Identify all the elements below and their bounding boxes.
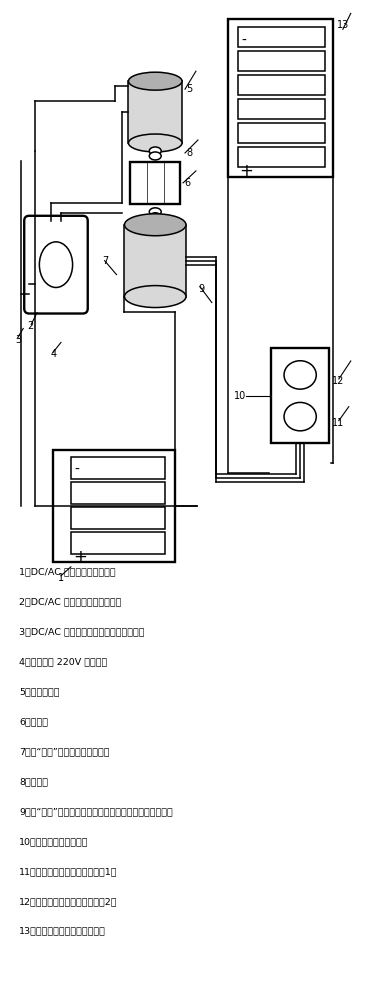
Text: -: - — [242, 34, 246, 48]
Ellipse shape — [149, 213, 161, 221]
Bar — [237, 51, 325, 71]
Text: 6: 6 — [184, 178, 190, 188]
Bar — [71, 482, 165, 504]
Ellipse shape — [128, 134, 182, 152]
Bar — [237, 123, 325, 143]
Text: 8: 8 — [186, 148, 192, 158]
Text: 11: 11 — [332, 418, 344, 428]
Ellipse shape — [284, 402, 316, 431]
Bar — [237, 27, 325, 47]
Ellipse shape — [128, 72, 182, 90]
Bar — [71, 532, 165, 554]
Text: 1、DC/AC 转换器专用蓄电池组: 1、DC/AC 转换器专用蓄电池组 — [19, 568, 116, 577]
Text: 2: 2 — [27, 321, 33, 331]
Ellipse shape — [125, 214, 186, 236]
Bar — [53, 450, 175, 562]
Text: 9、无“风叶”永磁动力风力发电机输出三相机械交流电源线: 9、无“风叶”永磁动力风力发电机输出三相机械交流电源线 — [19, 807, 173, 816]
Bar — [131, 162, 180, 204]
Text: 7: 7 — [102, 256, 109, 266]
Bar — [272, 348, 329, 443]
Text: 2、DC/AC 大功率绍正弦波逆变器: 2、DC/AC 大功率绍正弦波逆变器 — [19, 598, 122, 607]
Text: 13: 13 — [337, 20, 349, 30]
Text: 6、变速筱: 6、变速筱 — [19, 717, 48, 726]
Text: 3: 3 — [15, 335, 21, 345]
Text: 4、二次市电 220V 交流电源: 4、二次市电 220V 交流电源 — [19, 658, 107, 667]
Ellipse shape — [39, 242, 73, 287]
Text: 4: 4 — [51, 349, 57, 359]
Bar — [237, 147, 325, 167]
Text: 13、大容量串联型铅酸蓄电池组: 13、大容量串联型铅酸蓄电池组 — [19, 927, 106, 936]
Ellipse shape — [149, 147, 161, 155]
Text: 5: 5 — [186, 84, 192, 94]
Bar — [71, 507, 165, 529]
FancyBboxPatch shape — [24, 216, 88, 314]
Ellipse shape — [149, 208, 161, 216]
Text: 8、联轴器: 8、联轴器 — [19, 777, 48, 786]
Text: 5、交流电动机: 5、交流电动机 — [19, 687, 60, 696]
Text: -: - — [75, 463, 80, 477]
Text: 9: 9 — [198, 284, 204, 294]
Text: 10: 10 — [234, 391, 246, 401]
Text: 3、DC/AC 大功率绍正弦波逆变器电源开关: 3、DC/AC 大功率绍正弦波逆变器电源开关 — [19, 628, 145, 637]
Bar — [71, 457, 165, 479]
Text: 12、大功率可控硅充电器端口（2）: 12、大功率可控硅充电器端口（2） — [19, 897, 118, 906]
Bar — [125, 225, 186, 297]
Bar — [237, 75, 325, 95]
Text: 11、大功率可控硅充电器端口（1）: 11、大功率可控硅充电器端口（1） — [19, 867, 118, 876]
Bar — [228, 19, 333, 177]
Ellipse shape — [149, 152, 161, 160]
Text: 12: 12 — [332, 376, 344, 386]
Text: 10、大功率可控硅充电器: 10、大功率可控硅充电器 — [19, 837, 89, 846]
Text: 7、无“风叶”永磁动力风力发电机: 7、无“风叶”永磁动力风力发电机 — [19, 747, 110, 756]
Bar — [237, 99, 325, 119]
Ellipse shape — [284, 361, 316, 389]
Bar — [128, 81, 182, 143]
Text: 1: 1 — [58, 573, 64, 583]
Ellipse shape — [125, 286, 186, 308]
Text: +: + — [73, 548, 87, 566]
Text: +: + — [240, 162, 254, 180]
